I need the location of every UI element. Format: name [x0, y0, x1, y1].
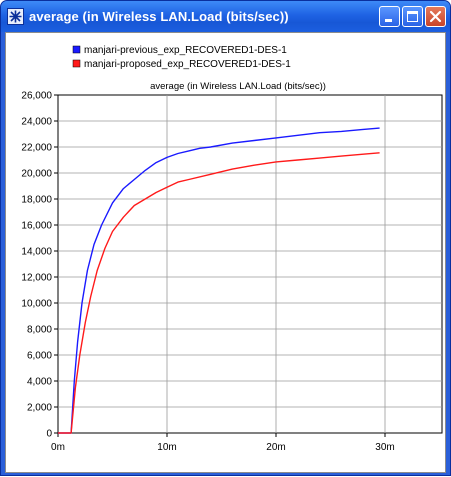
y-tick-label: 0 — [46, 429, 52, 440]
legend-label: manjari-previous_exp_RECOVERED1-DES-1 — [84, 45, 287, 56]
maximize-icon — [407, 11, 418, 22]
y-tick-label: 10,000 — [21, 299, 52, 310]
y-tick-label: 26,000 — [21, 91, 52, 102]
minimize-icon — [385, 19, 392, 22]
line-chart: manjari-previous_exp_RECOVERED1-DES-1man… — [21, 45, 443, 453]
x-axis: 0m 10m 20m 30m — [51, 433, 395, 453]
close-button[interactable] — [425, 6, 446, 27]
minimize-button[interactable] — [379, 6, 400, 27]
title-bar[interactable]: average (in Wireless LAN.Load (bits/sec)… — [1, 1, 450, 32]
y-axis: 0 2,000 4,000 6,000 8,000 10,000 12,000 14,000 1… — [21, 91, 58, 440]
x-tick-label: 20m — [266, 442, 285, 453]
legend: manjari-previous_exp_RECOVERED1-DES-1man… — [72, 45, 291, 70]
y-tick-label: 18,000 — [21, 195, 52, 206]
y-tick-label: 22,000 — [21, 143, 52, 154]
app-icon[interactable] — [7, 8, 24, 25]
y-tick-label: 16,000 — [21, 221, 52, 232]
x-tick-label: 10m — [157, 442, 176, 453]
y-tick-label: 14,000 — [21, 247, 52, 258]
x-tick-label: 30m — [375, 442, 394, 453]
window-title: average (in Wireless LAN.Load (bits/sec)… — [29, 9, 289, 24]
series-line-2 — [58, 152, 380, 434]
chart-title: average (in Wireless LAN.Load (bits/sec)… — [150, 81, 326, 92]
y-tick-label: 20,000 — [21, 169, 52, 180]
y-tick-label: 2,000 — [27, 403, 52, 414]
y-tick-label: 8,000 — [27, 325, 52, 336]
legend-label: manjari-proposed_exp_RECOVERED1-DES-1 — [84, 59, 291, 70]
legend-swatch — [72, 45, 81, 54]
y-tick-label: 4,000 — [27, 377, 52, 388]
series-group — [58, 127, 380, 434]
plot-area — [57, 94, 443, 434]
close-icon — [429, 10, 442, 23]
y-tick-label: 24,000 — [21, 117, 52, 128]
grid-lines — [58, 95, 442, 433]
y-tick-label: 6,000 — [27, 351, 52, 362]
y-tick-label: 12,000 — [21, 273, 52, 284]
x-tick-label: 0m — [51, 442, 65, 453]
series-line-1 — [58, 127, 380, 434]
star-icon — [9, 10, 22, 23]
maximize-button[interactable] — [402, 6, 423, 27]
legend-swatch — [72, 59, 81, 68]
